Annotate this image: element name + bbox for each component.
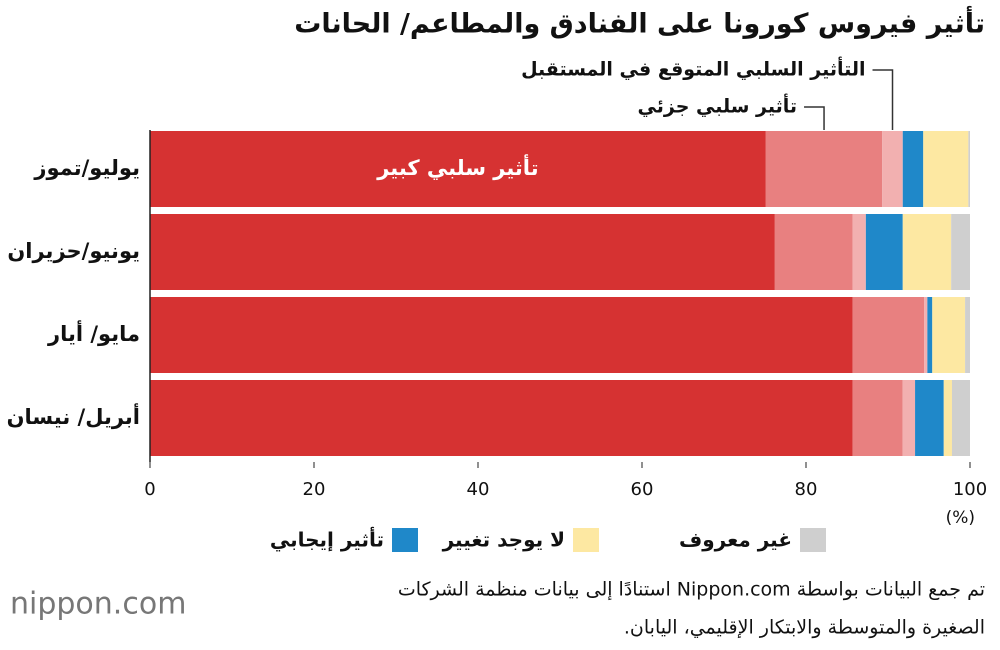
bar-segment [915,380,944,456]
bar-segment [852,380,903,456]
bar-segment [927,297,933,373]
bar-segment [150,131,766,207]
bar-segment [951,380,970,456]
y-tick-label: مايو/ أيار [47,319,140,346]
y-tick-label: يونيو/حزيران [7,239,140,263]
bar-segment [923,131,969,207]
bar-segment [865,214,903,290]
y-tick-label: يوليو/تموز [33,156,140,180]
bar-segment [902,380,916,456]
bar-segment [852,214,866,290]
leader-line [804,106,825,130]
bar-segment [882,131,903,207]
bar-segment [150,214,775,290]
x-tick-label: 100 [953,479,987,500]
bar-segment [902,214,952,290]
logo: nippon.com [10,587,186,622]
y-tick-label: أبريل/ نيسان [7,402,140,429]
x-tick-label: 20 [303,479,326,500]
legend-swatch [392,528,418,552]
x-tick-label: 60 [631,479,654,500]
annotation: تأثير سلبي جزئي [638,94,798,118]
x-tick-label: 0 [144,479,155,500]
legend-label: تأثير إيجابي [270,526,384,553]
legend-swatch [800,528,826,552]
bar-segment [150,380,853,456]
source-line: تم جمع البيانات بواسطة Nippon.com استناد… [398,579,985,602]
chart-title: تأثير فيروس كورونا على الفنادق والمطاعم/… [294,6,985,40]
bar-segment [943,380,952,456]
bar-segment [968,131,970,207]
bar-segment [852,297,925,373]
x-unit: (%) [946,508,975,528]
source-line: الصغيرة والمتوسطة والابتكار الإقليمي، ال… [624,617,985,639]
legend-label: غير معروف [679,528,792,552]
legend-swatch [573,528,599,552]
bar-segment [951,214,970,290]
x-tick-label: 40 [467,479,490,500]
bar-segment [774,214,853,290]
bar-segment [765,131,883,207]
leader-line [872,69,894,130]
bar-segment [924,297,928,373]
bar-segment [902,131,924,207]
legend-label: لا يوجد تغيير [442,528,565,552]
bar-segment [932,297,966,373]
bar-annotation: تأثير سلبي كبير [376,153,538,180]
bar-segment [150,297,853,373]
annotation: التأثير السلبي المتوقع في المستقبل [521,57,865,81]
x-tick-label: 80 [795,479,818,500]
bar-segment [965,297,970,373]
